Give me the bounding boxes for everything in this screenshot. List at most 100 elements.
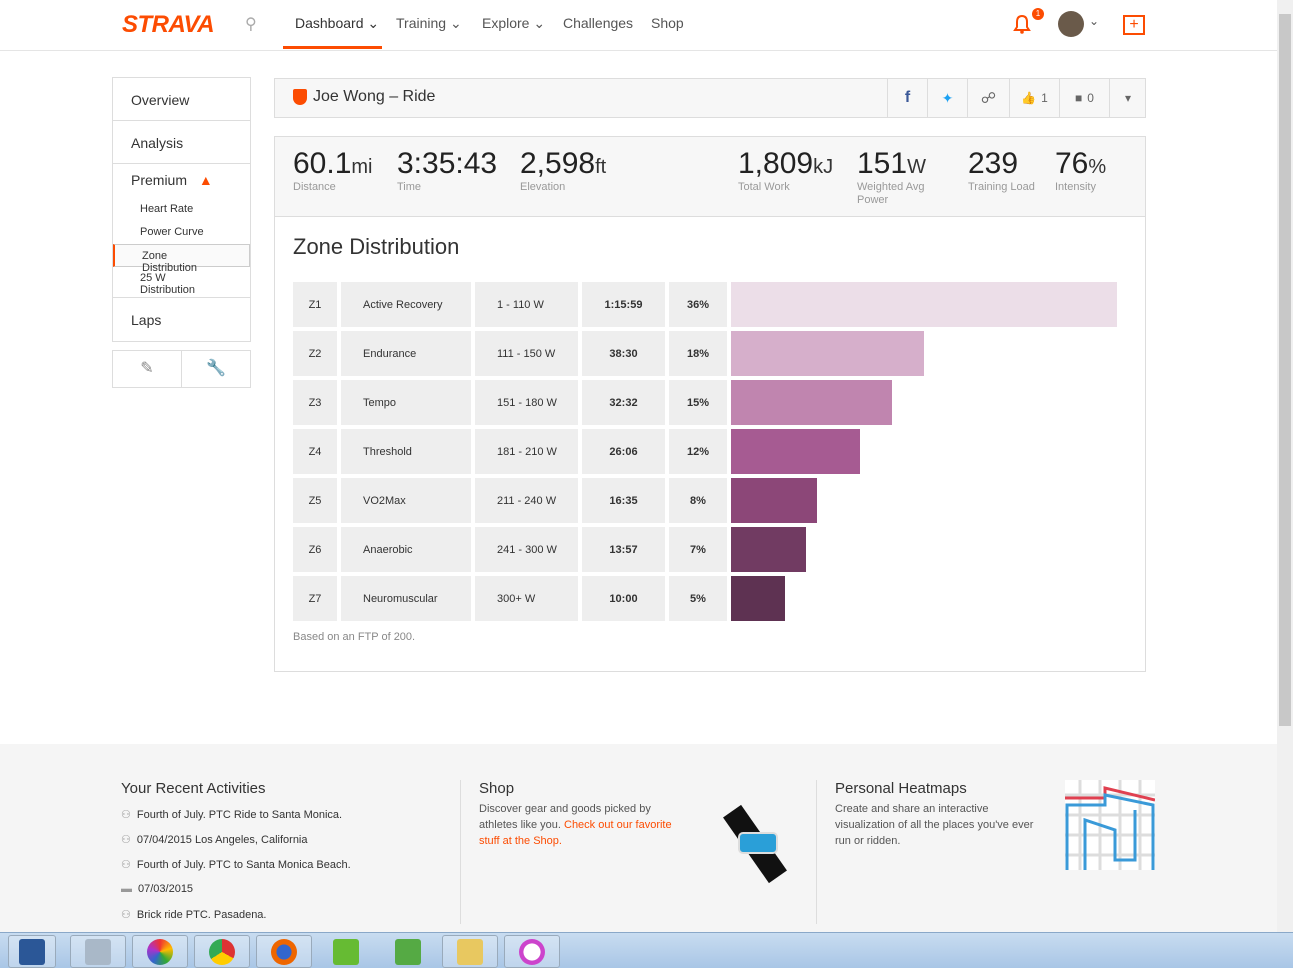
shop-text: Discover gear and goods picked by athlet… (479, 803, 672, 847)
sidebar-sub-25w-distribution[interactable]: 25 W Distribution (113, 267, 250, 298)
bike-icon: ⚇ (121, 859, 131, 871)
stat-label: Time (397, 181, 422, 193)
zone-range: 211 - 240 W (475, 478, 578, 523)
stat-intensity: 76% Intensity (1055, 147, 1135, 194)
zone-pct: 18% (669, 331, 727, 376)
stat-time: 3:35:43 Time (397, 147, 513, 194)
chrome-taskbar-icon[interactable] (194, 935, 250, 968)
chevron-down-icon[interactable]: ⌄ (1089, 14, 1100, 28)
nav-training[interactable]: Training ⌄ (396, 15, 462, 31)
strava-logo[interactable]: STRAVA (122, 11, 215, 38)
sidebar-item-laps[interactable]: Laps (131, 312, 162, 328)
share-button[interactable]: ☍ (967, 79, 1009, 117)
sidebar-item-overview[interactable]: Overview (113, 78, 250, 121)
stat-elevation: 2,598ft Elevation (520, 147, 660, 194)
recent-activity-item[interactable]: ▬ 07/03/2015 (121, 883, 194, 895)
activity-header: Joe Wong – Ride f ✦ ☍ 👍 1 ■ 0 ▾ (274, 78, 1146, 118)
stat-distance: 60.1mi Distance (293, 147, 389, 194)
comment-icon: ■ (1075, 91, 1083, 105)
recent-activity-item[interactable]: ⚇ Fourth of July. PTC to Santa Monica Bea… (121, 859, 351, 871)
stat-label: Distance (293, 181, 336, 193)
zone-zone: Z5 (293, 478, 337, 523)
comments-button[interactable]: ■ 0 (1059, 79, 1109, 117)
zone-row: Z7 Neuromuscular 300+ W 10:00 5% (293, 576, 1123, 621)
zone-pct: 8% (669, 478, 727, 523)
zone-zone: Z2 (293, 331, 337, 376)
zone-name: Neuromuscular (341, 576, 471, 621)
zone-row: Z5 VO2Max 211 - 240 W 16:35 8% (293, 478, 1123, 523)
word-taskbar-icon[interactable] (8, 935, 56, 968)
recent-activity-item[interactable]: ⚇ Fourth of July. PTC Ride to Santa Monic… (121, 809, 343, 821)
zone-zone: Z4 (293, 429, 337, 474)
heart-rate-strap-image (720, 804, 790, 884)
shop-link[interactable]: Check out our favorite stuff at the Shop… (479, 819, 672, 847)
windows-taskbar (0, 932, 1293, 968)
divider (460, 780, 461, 924)
premium-shield-icon: ▲ (198, 172, 213, 188)
zone-pct: 5% (669, 576, 727, 621)
stat-label: Total Work (738, 181, 790, 193)
twitter-share-button[interactable]: ✦ (927, 79, 967, 117)
sidebar-item-analysis[interactable]: Analysis (113, 121, 250, 164)
zone-name: Active Recovery (341, 282, 471, 327)
heatmap-image (1065, 780, 1155, 870)
heatmaps-text: Create and share an interactive visualiz… (835, 803, 1034, 847)
zone-row: Z6 Anaerobic 241 - 300 W 13:57 7% (293, 527, 1123, 572)
zone-zone: Z3 (293, 380, 337, 425)
nav-dashboard[interactable]: Dashboard ⌄ (295, 15, 380, 31)
firefox-taskbar-icon[interactable] (256, 935, 312, 968)
zone-zone: Z6 (293, 527, 337, 572)
avatar[interactable] (1058, 11, 1084, 37)
ftp-note: Based on an FTP of 200. (293, 631, 416, 643)
sidebar-item-premium[interactable]: Premium ▲ (131, 172, 213, 188)
wrench-icon[interactable]: 🔧 (206, 360, 226, 377)
zone-zone: Z1 (293, 282, 337, 327)
calculator-taskbar-icon[interactable] (70, 935, 126, 968)
sidebar-sub-heart-rate[interactable]: Heart Rate (140, 203, 194, 215)
bell-icon[interactable] (1013, 14, 1031, 34)
zone-range: 1 - 110 W (475, 282, 578, 327)
zone-row: Z4 Threshold 181 - 210 W 26:06 12% (293, 429, 1123, 474)
sidebar-sub-power-curve[interactable]: Power Curve (140, 226, 204, 238)
bike-icon: ⚇ (121, 834, 131, 846)
zone-range: 111 - 150 W (475, 331, 578, 376)
zone-bar (731, 478, 817, 523)
nav-shop[interactable]: Shop (651, 15, 684, 31)
app-taskbar-icon[interactable] (318, 935, 374, 968)
upload-plus-icon[interactable]: + (1123, 15, 1145, 35)
zone-bar (731, 282, 1117, 327)
zone-bar (731, 527, 807, 572)
zone-name: Endurance (341, 331, 471, 376)
sidebar-sub-zone-distribution[interactable]: Zone Distribution (113, 244, 250, 274)
recent-activity-item[interactable]: ⚇ 07/04/2015 Los Angeles, California (121, 834, 308, 846)
facebook-share-button[interactable]: f (887, 79, 927, 117)
search-icon[interactable]: ⚲ (245, 16, 257, 33)
thumbs-up-icon: 👍 (1021, 91, 1037, 105)
zone-time: 13:57 (582, 527, 665, 572)
zone-pct: 12% (669, 429, 727, 474)
more-dropdown[interactable]: ▾ (1109, 79, 1146, 117)
stat-unit: ft (595, 156, 607, 178)
picasa-taskbar-icon[interactable] (132, 935, 188, 968)
stat-label: Weighted Avg Power (857, 181, 925, 206)
zone-time: 32:32 (582, 380, 665, 425)
divider (816, 780, 817, 924)
zone-range: 241 - 300 W (475, 527, 578, 572)
zone-range: 300+ W (475, 576, 578, 621)
top-nav: STRAVA ⚲ Dashboard ⌄ Training ⌄ Explore … (0, 0, 1277, 51)
zone-time: 16:35 (582, 478, 665, 523)
kudos-button[interactable]: 👍 1 (1009, 79, 1059, 117)
zone-range: 181 - 210 W (475, 429, 578, 474)
zone-pct: 15% (669, 380, 727, 425)
nav-explore[interactable]: Explore ⌄ (482, 15, 546, 31)
scrollbar-thumb[interactable] (1279, 14, 1291, 726)
nav-challenges[interactable]: Challenges (563, 15, 634, 31)
itunes-taskbar-icon[interactable] (504, 935, 560, 968)
zone-name: Threshold (341, 429, 471, 474)
stat-value: 151 (857, 147, 908, 180)
recent-activity-item[interactable]: ⚇ Brick ride PTC. Pasadena. (121, 909, 267, 921)
edit-pencil-icon[interactable]: ✎ (113, 351, 182, 387)
evernote-taskbar-icon[interactable] (380, 935, 436, 968)
explorer-taskbar-icon[interactable] (442, 935, 498, 968)
zone-zone: Z7 (293, 576, 337, 621)
